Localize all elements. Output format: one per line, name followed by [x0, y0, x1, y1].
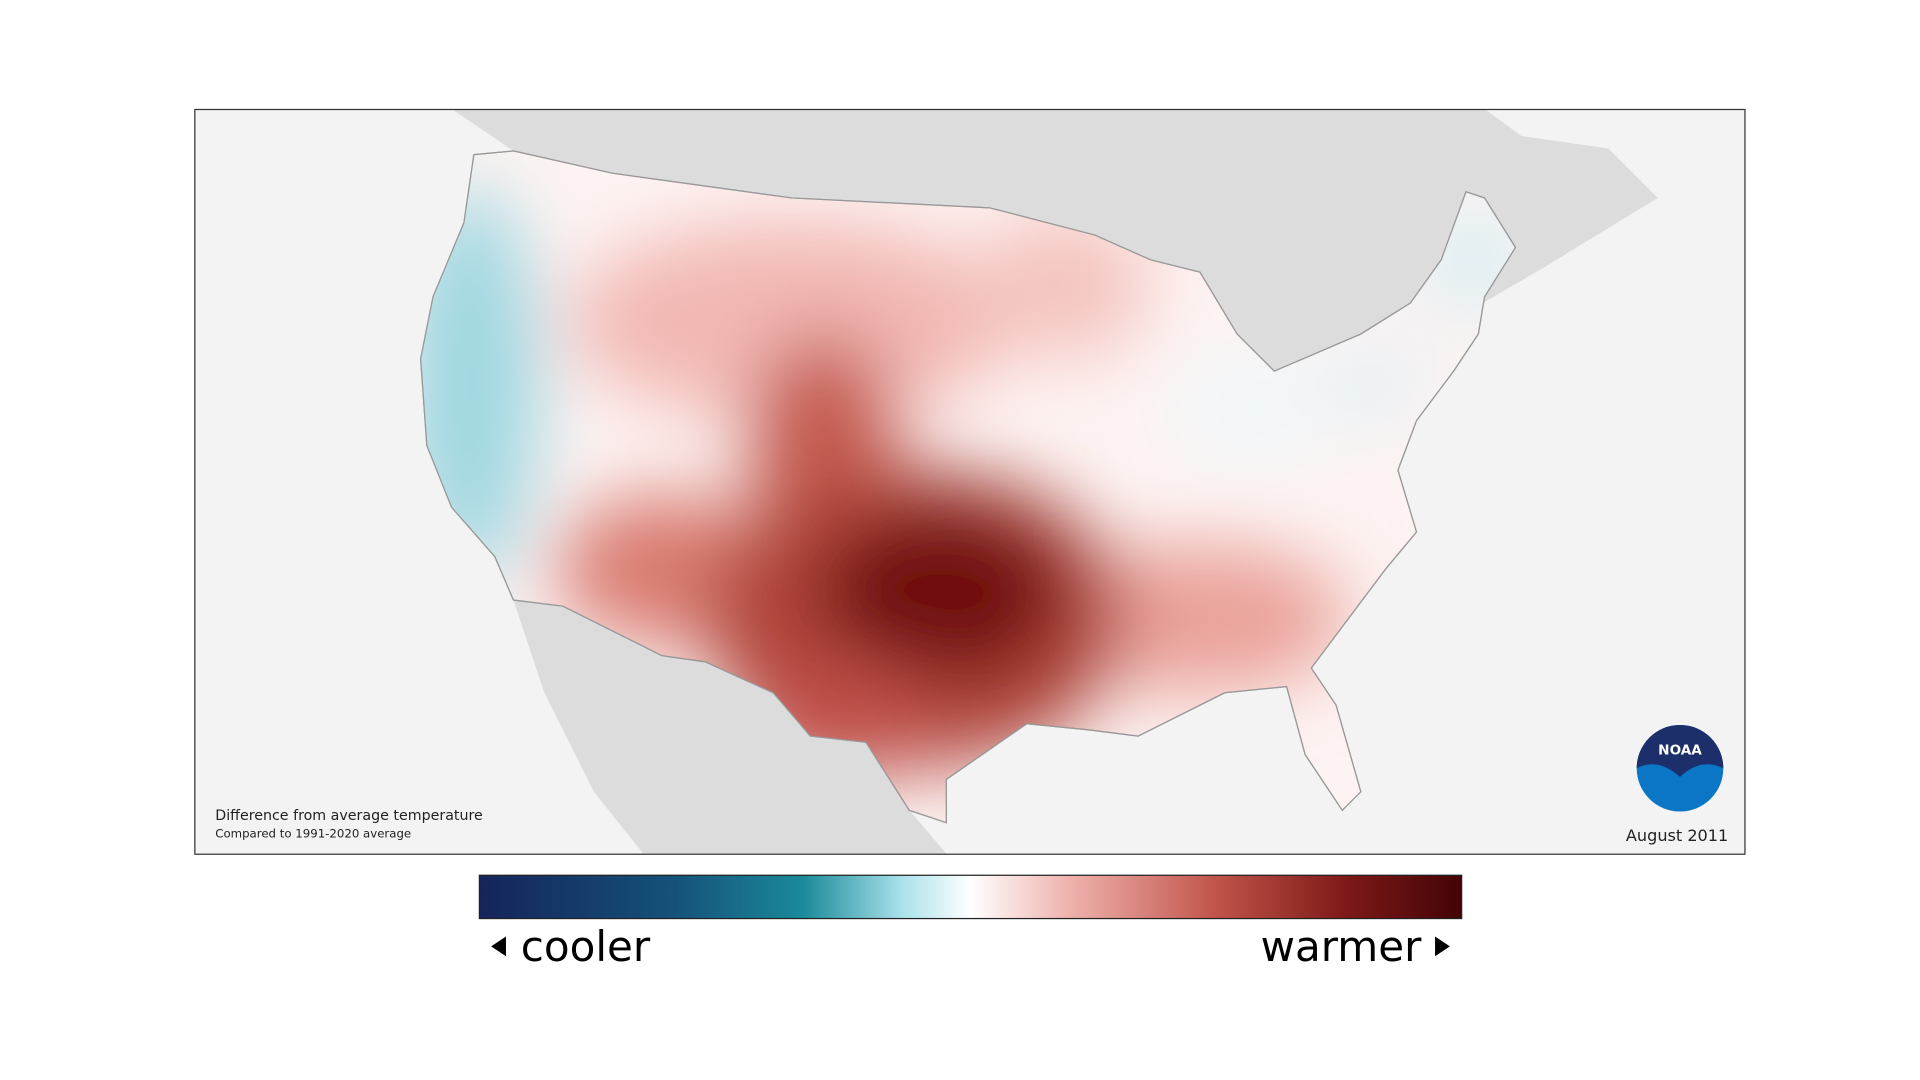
map-frame — [194, 108, 1746, 855]
low-label: cooler — [521, 922, 651, 971]
arrow-left — [491, 936, 506, 957]
color-scale — [478, 874, 1463, 920]
map: Difference from average temperature Comp… — [194, 108, 1745, 854]
date: August 2011 — [1626, 826, 1728, 845]
caption-subtitle: Compared to 1991-2020 average — [215, 827, 411, 841]
high-label: warmer — [1261, 922, 1423, 971]
arrow-right — [1435, 936, 1450, 957]
caption-title: Difference from average temperature — [215, 808, 483, 824]
logo-text: NOAA — [1658, 743, 1702, 759]
canada — [451, 108, 1658, 372]
noaa-logo: NOAA — [1636, 724, 1724, 812]
mexico — [513, 600, 947, 854]
